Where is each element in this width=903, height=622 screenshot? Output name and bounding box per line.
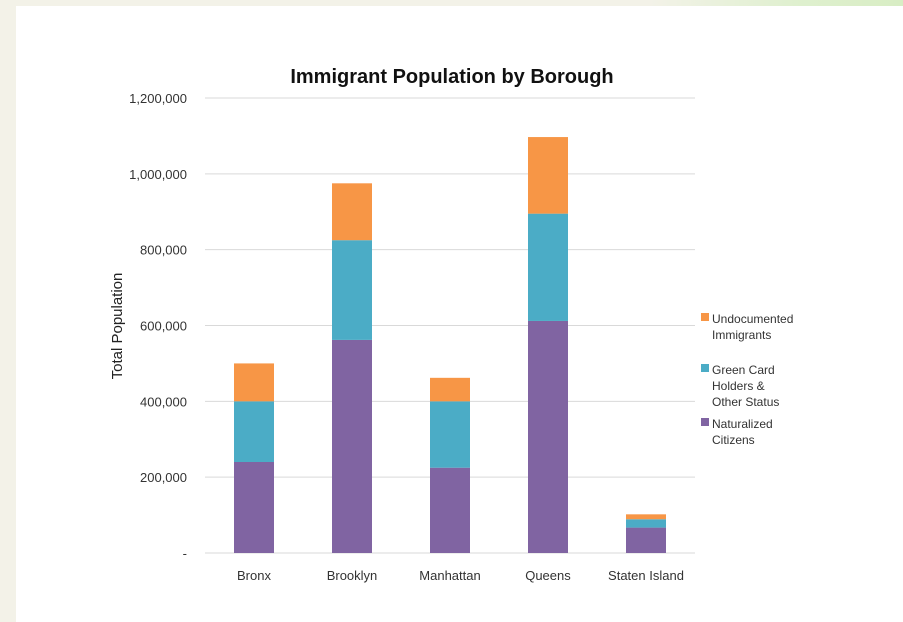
legend-label: Undocumented: [712, 312, 793, 326]
y-tick-label: 800,000: [140, 243, 187, 258]
legend-label: Holders &: [712, 379, 765, 393]
bar-segment: [234, 462, 274, 553]
legend: Undocumented Immigrants Green Card Holders …: [701, 312, 793, 447]
bar-segment: [430, 377, 470, 402]
bar-segment: [528, 137, 568, 214]
bar-segment: [332, 240, 372, 340]
bar-segment: [430, 401, 470, 468]
bar-segment: [528, 213, 568, 321]
legend-label: Other Status: [712, 395, 779, 409]
y-tick-label: 1,200,000: [129, 91, 187, 106]
legend-swatch: [701, 364, 709, 372]
y-tick-label: 600,000: [140, 319, 187, 334]
legend-swatch: [701, 418, 709, 426]
x-tick-label: Queens: [525, 568, 571, 583]
legend-swatch: [701, 313, 709, 321]
chart-title: Immigrant Population by Borough: [290, 66, 613, 88]
bar-segment: [626, 527, 666, 553]
legend-label: Naturalized: [712, 417, 773, 431]
bar-segment: [234, 401, 274, 462]
bar-segment: [626, 514, 666, 520]
bar-stacks: [234, 137, 666, 553]
x-tick-label: Brooklyn: [327, 568, 378, 583]
legend-label: Immigrants: [712, 328, 771, 342]
y-tick-label: -: [183, 546, 187, 561]
y-tick-label: 400,000: [140, 394, 187, 409]
x-tick-label: Staten Island: [608, 568, 684, 583]
bar-segment: [332, 183, 372, 241]
x-tick-label: Bronx: [237, 568, 271, 583]
legend-label: Green Card: [712, 363, 775, 377]
x-tick-label: Manhattan: [419, 568, 480, 583]
legend-label: Citizens: [712, 433, 755, 447]
bar-segment: [332, 339, 372, 553]
bar-segment: [234, 363, 274, 402]
y-axis-label: Total Population: [109, 273, 126, 380]
bar-segment: [430, 467, 470, 553]
bar-segment: [528, 320, 568, 553]
x-axis-ticks: Bronx Brooklyn Manhattan Queens Staten Islan…: [237, 568, 684, 583]
top-accent-strip: [0, 0, 903, 6]
y-tick-label: 1,000,000: [129, 167, 187, 182]
y-axis-ticks: - 200,000 400,000 600,000 800,000 1,000,000 1,…: [129, 91, 187, 561]
y-tick-label: 200,000: [140, 470, 187, 485]
bar-segment: [626, 519, 666, 528]
gridlines: [205, 97, 695, 554]
